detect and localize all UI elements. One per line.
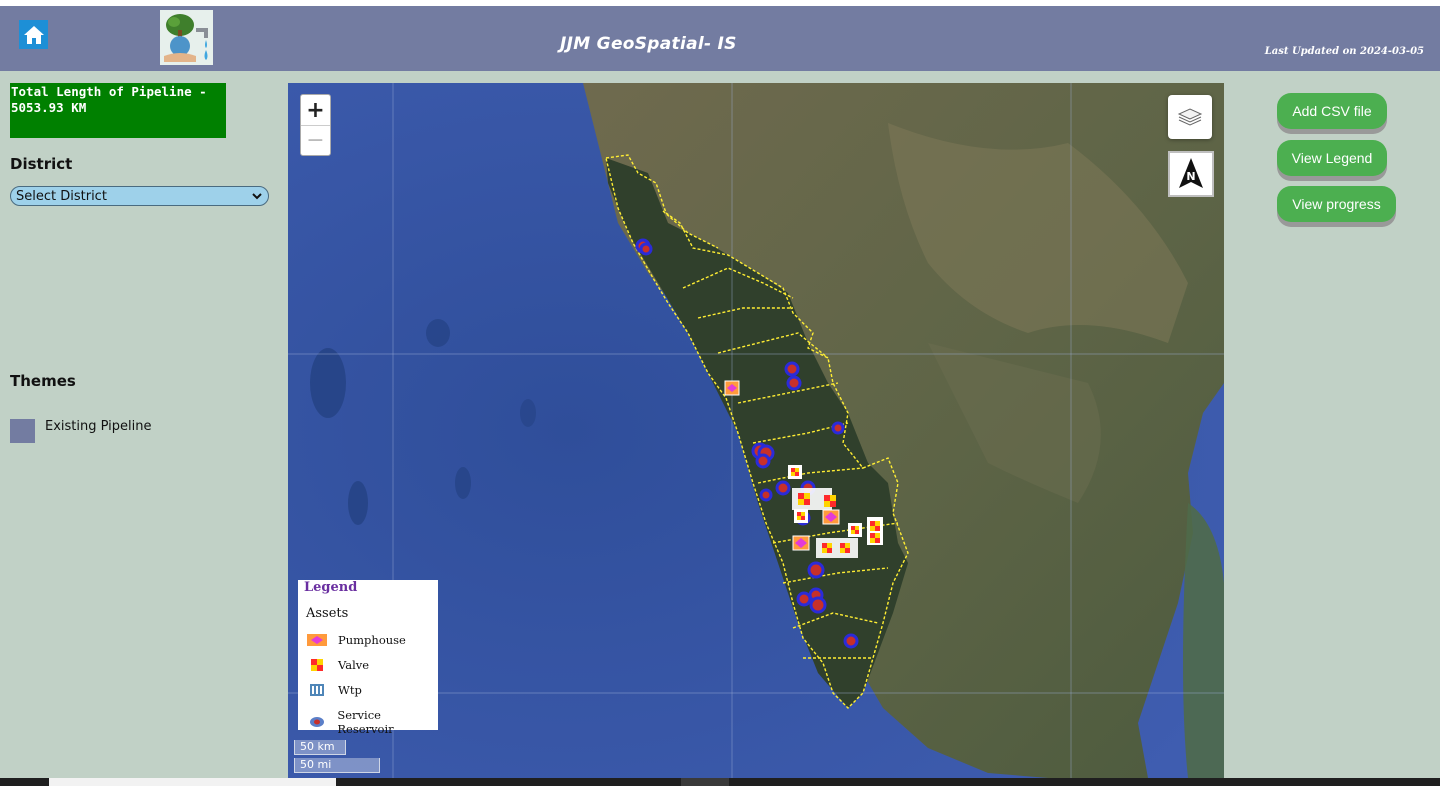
app-header xyxy=(0,6,1440,71)
district-select[interactable]: Select District xyxy=(10,186,269,206)
home-icon xyxy=(23,25,44,44)
zoom-control: + − xyxy=(300,94,331,156)
taskbar-item[interactable] xyxy=(681,778,729,786)
district-label: District xyxy=(10,155,73,173)
scale-bar-mi: 50 mi xyxy=(294,758,380,773)
map-legend: Legend Assets Pumphouse Valve Wtp Servic… xyxy=(298,580,438,736)
last-updated: Last Updated on 2024-03-05 xyxy=(1264,46,1424,57)
legend-item-service-reservoir: Service Reservoir xyxy=(306,708,438,736)
legend-subtitle: Assets xyxy=(306,606,349,621)
pipeline-total-box: Total Length of Pipeline - 5053.93 KM xyxy=(10,83,226,138)
pumphouse-icon xyxy=(306,634,328,646)
view-legend-button[interactable]: View Legend xyxy=(1277,140,1387,176)
theme-label-existing-pipeline: Existing Pipeline xyxy=(45,419,152,434)
north-label: N xyxy=(1186,170,1195,183)
home-button[interactable] xyxy=(19,20,48,49)
view-progress-button[interactable]: View progress xyxy=(1277,186,1396,222)
wtp-icon xyxy=(306,684,328,696)
north-arrow-button[interactable]: N xyxy=(1168,151,1214,197)
legend-title: Legend xyxy=(304,580,358,595)
layers-button[interactable] xyxy=(1168,95,1212,139)
legend-label-service-reservoir: Service Reservoir xyxy=(337,708,394,736)
legend-label-valve: Valve xyxy=(338,658,370,672)
themes-label: Themes xyxy=(10,372,76,390)
zoom-out-button[interactable]: − xyxy=(301,125,330,155)
legend-label-pumphouse: Pumphouse xyxy=(338,633,406,647)
app-logo xyxy=(160,10,213,65)
valve-icon xyxy=(306,659,328,671)
chevron-down-icon xyxy=(252,193,262,200)
legend-item-valve: Valve xyxy=(306,658,369,672)
taskbar xyxy=(0,778,1440,786)
tree-water-logo xyxy=(160,10,213,65)
top-strip xyxy=(0,0,1440,6)
satellite-basemap xyxy=(288,83,1224,778)
layers-icon xyxy=(1177,108,1203,126)
legend-label-wtp: Wtp xyxy=(338,683,362,697)
zoom-in-button[interactable]: + xyxy=(306,97,325,123)
add-csv-button[interactable]: Add CSV file xyxy=(1277,93,1387,129)
taskbar-search[interactable] xyxy=(49,778,336,786)
legend-item-wtp: Wtp xyxy=(306,683,362,697)
legend-item-pumphouse: Pumphouse xyxy=(306,633,406,647)
app-title: JJM GeoSpatial- IS xyxy=(560,34,737,54)
service-reservoir-icon xyxy=(306,716,327,728)
north-arrow-icon: N xyxy=(1179,158,1203,188)
map-view[interactable] xyxy=(288,83,1224,778)
scale-bar-km: 50 km xyxy=(294,740,346,755)
district-select-value: Select District xyxy=(16,188,107,204)
theme-swatch-existing-pipeline[interactable] xyxy=(10,419,35,443)
